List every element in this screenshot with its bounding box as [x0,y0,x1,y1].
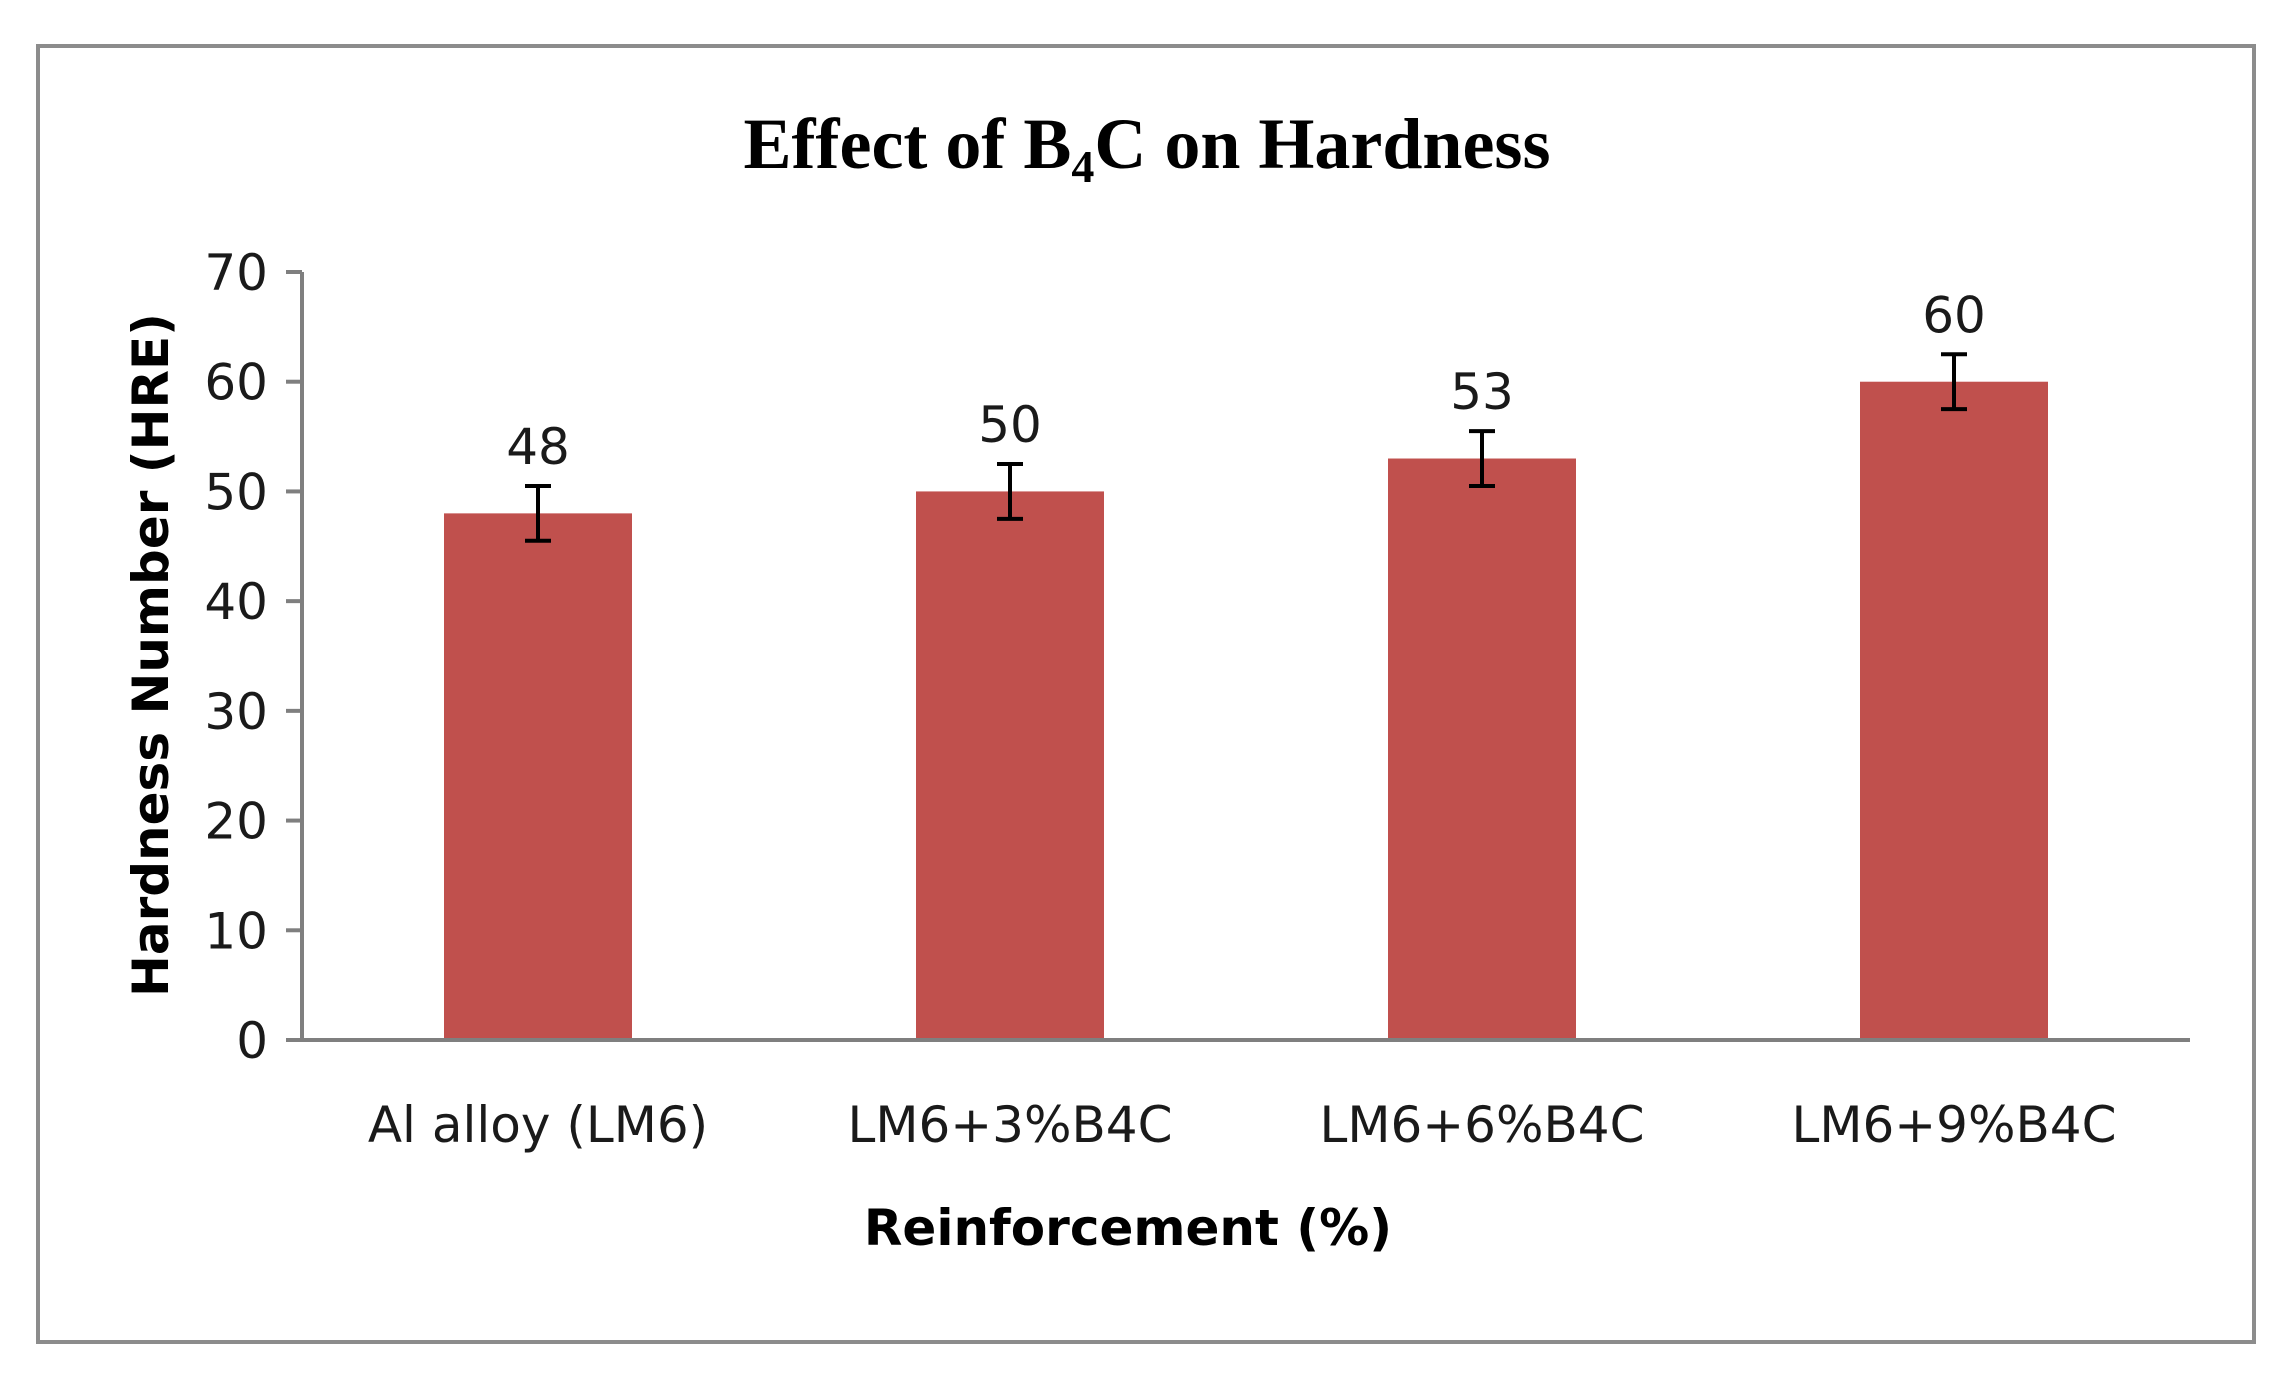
y-tick-label: 20 [204,793,268,851]
data-label: 60 [1922,286,1986,344]
y-tick-label: 70 [204,244,268,302]
x-tick-label: LM6+6%B4C [1319,1096,1644,1154]
y-tick-label: 0 [236,1012,268,1070]
chart-title: Effect of B4C on Hardness [744,104,1551,192]
bar [1860,381,2048,1040]
bar [916,491,1104,1040]
axes [300,272,2190,1042]
x-tick-label: Al alloy (LM6) [368,1096,708,1154]
y-axis-title-group: Hardness Number (HRE) [122,313,180,997]
y-axis-title: Hardness Number (HRE) [122,313,180,997]
x-axis-tick-labels: Al alloy (LM6) LM6+3%B4C LM6+6%B4C LM6+9%B4… [368,1096,2117,1154]
data-label: 48 [506,418,570,476]
y-tick-label: 50 [204,463,268,521]
y-axis-ticks: 0 10 20 30 40 50 60 70 [204,244,302,1070]
data-label: 53 [1450,363,1514,421]
data-labels: 48 50 53 60 [506,286,1986,476]
bar [1388,458,1576,1040]
x-tick-label: LM6+3%B4C [847,1096,1172,1154]
y-tick-label: 30 [204,683,268,741]
error-bars [525,352,1967,543]
data-label: 50 [978,396,1042,454]
y-tick-label: 10 [204,902,268,960]
bar [444,513,632,1040]
chart-title-prefix: Effect of B [744,104,1072,184]
x-axis-title: Reinforcement (%) [864,1199,1392,1257]
chart-title-suffix: C on Hardness [1094,104,1550,184]
y-tick-label: 60 [204,354,268,412]
y-tick-label: 40 [204,573,268,631]
chart-title-subscript: 4 [1071,141,1094,192]
bar-series [444,381,2048,1040]
x-tick-label: LM6+9%B4C [1791,1096,2116,1154]
